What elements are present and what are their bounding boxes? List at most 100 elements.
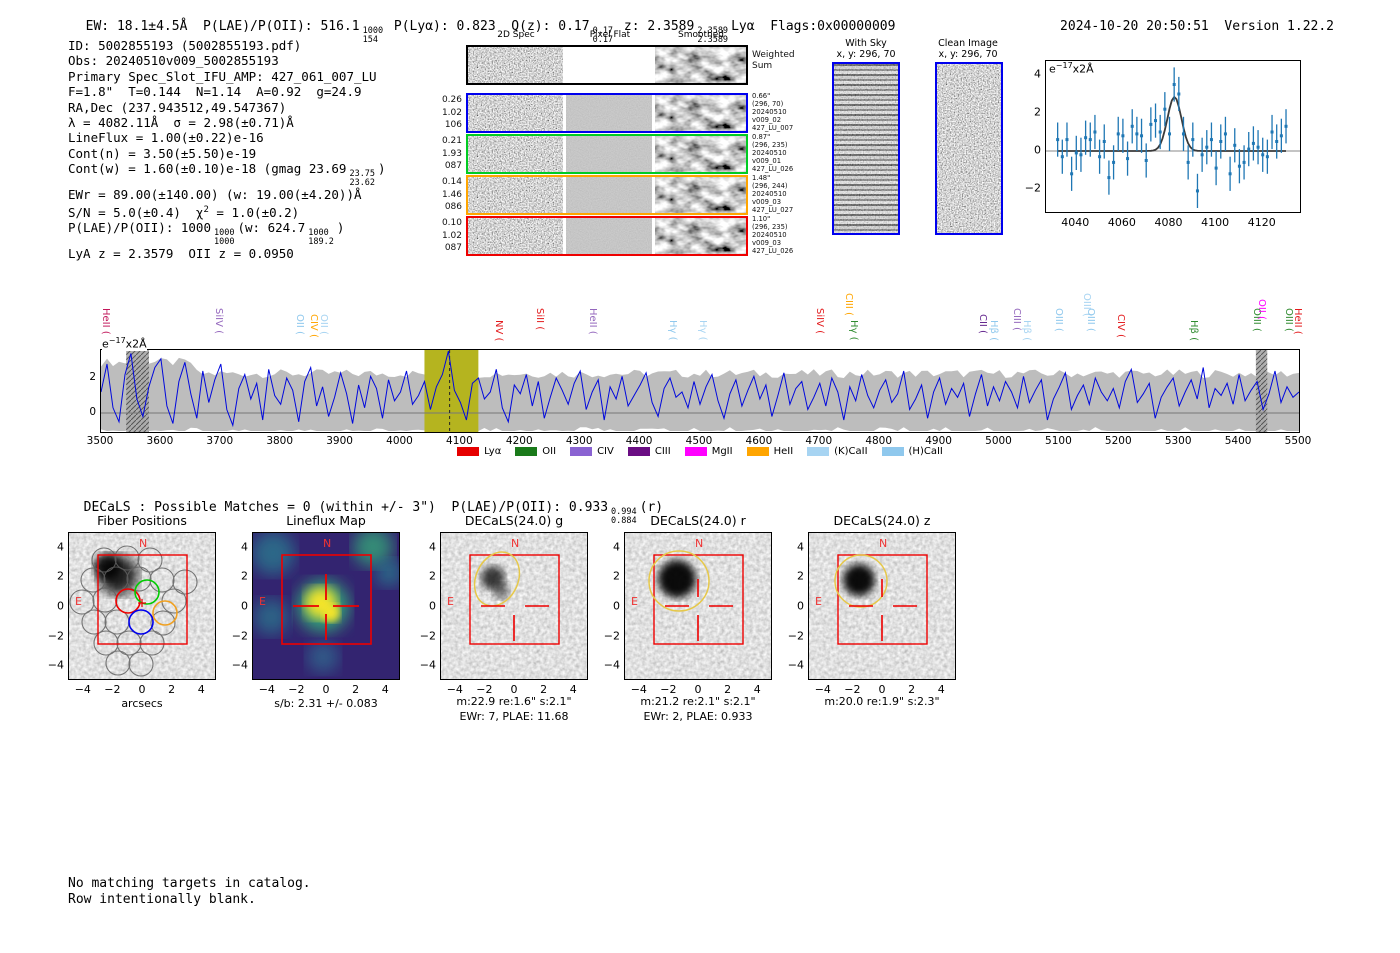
legend-item-kcaii: (K)CaII [807,446,868,457]
legend-label: HeII [773,446,794,457]
legend-item-lyα: Lyα [457,446,501,457]
spectral-line-label-oii: OII ( [294,314,306,335]
g-caption-1: m:22.9 re:1.6" s:2.1" [456,695,572,708]
col-title-pixelflat: Pixel Flat [589,30,631,40]
footer-line-2: Row intentionally blank. [68,891,256,907]
lineflux-caption: s/b: 2.31 +/- 0.083 [274,697,378,710]
fiber-2d-row [466,134,748,174]
cutout-x-tick: 0 [510,683,518,696]
weighted-sum-row [466,45,748,85]
decals-z-image: N E [808,532,956,680]
qz-frac: 0.17 0.17 [592,26,614,45]
fiber-positions-image: N E [68,532,216,680]
col-title-smoothed: Smoothed [678,30,724,40]
cutout-y-tick: 0 [797,599,804,613]
spectral-line-label-hγ: Hγ ( [847,319,859,341]
spectral-line-label-siii: SiII ( [534,308,546,331]
clean-image-panel [935,62,1003,235]
fit-y-tick: −2 [1024,181,1041,195]
decals-r-image: N E [624,532,772,680]
cutout-y-tick: −2 [603,629,620,643]
cutout-x-tick: 0 [138,683,146,696]
report-header: EW: 18.1±4.5Å P(LAE)/P(OII): 516.1 1000 15… [70,4,896,45]
spectrum-x-tick: 5100 [1045,435,1072,447]
spectrum-x-tick: 4200 [505,435,533,447]
cutout-x-tick: 0 [322,683,330,696]
legend-swatch [807,447,830,456]
spectrum-x-tick: 3500 [86,435,114,447]
spectrum-unit-label: e−17x2Å [102,336,147,351]
legend-swatch [515,447,538,456]
cutout-title-r: DECaLS(24.0) r [650,513,746,528]
info-redshifts: LyA z = 2.3579 OII z = 0.0950 [68,246,294,262]
cutout-x-tick: 2 [352,683,360,696]
cutout-x-tick: 4 [197,683,205,696]
cutout-y-tick: 2 [57,569,64,583]
cutout-y-tick: 4 [241,540,248,554]
spectrum-x-tick: 3900 [326,435,353,447]
cutout-x-tick: 0 [694,683,702,696]
spectral-line-label-hβ: Hβ ( [1021,319,1033,341]
spectral-line-label-civ: CIV ( [1115,314,1127,338]
fiber-id-labels: 1.48" (296, 244) 20240510 v009_03 427_LU_027 [752,174,794,215]
cutout-title-fiber: Fiber Positions [97,513,187,528]
clean-image-title: Clean Image x, y: 296, 70 [938,38,998,60]
spectrum-x-tick: 5500 [1284,435,1312,447]
spectrum-x-tick: 4400 [625,435,653,447]
spectral-line-label-siiv: SiIV ( [814,308,826,335]
cutout-x-tick: 4 [569,683,577,696]
cutout-x-tick: −4 [258,683,275,696]
legend-swatch [684,447,707,456]
cutout-y-tick: −4 [787,658,804,672]
north-label: N [879,537,888,550]
legend-label: OII [542,446,557,457]
cutout-x-tick: 0 [878,683,886,696]
report-datetime: 2024-10-20 20:50:51 [1060,19,1209,34]
spectrum-x-tick: 4100 [446,435,473,447]
cutout-x-tick: 4 [753,683,761,696]
legend-item-ciii: CIII [627,446,671,457]
cutout-x-tick: −4 [630,683,647,696]
legend-swatch [570,447,593,456]
cutout-x-tick: −2 [844,683,861,696]
spectrum-x-tick: 5300 [1164,435,1192,447]
fiber-weight-labels: 0.21 1.93 087 [441,136,462,171]
spectrum-x-tick: 3800 [266,435,294,447]
fit-x-tick: 4080 [1154,216,1183,229]
with-sky-title: With Sky x, y: 296, 70 [836,38,896,60]
east-label: E [447,595,454,608]
north-label: N [139,537,148,550]
fit-unit-label: e−17x2Å [1049,61,1094,76]
lineflux-map-image: N E [252,532,400,680]
spectrum-y-tick: 0 [89,406,96,418]
cutout-x-tick: −2 [660,683,677,696]
spectrum-x-tick: 4000 [386,435,413,447]
with-sky-panel [832,62,900,235]
fiber-weight-labels: 0.10 1.02 087 [441,218,462,253]
cutout-x-tick: 4 [937,683,945,696]
header-ew-plae: EW: 18.1±4.5Å P(LAE)/P(OII): 516.1 [85,19,360,34]
cutout-y-tick: −4 [419,658,436,672]
cutout-x-tick: −2 [104,683,121,696]
spectrum-x-tick: 3600 [146,435,174,447]
fit-x-tick: 4120 [1247,216,1276,229]
fiber-id-labels: 1.10" (296, 235) 20240510 v009_03 427_LU_026 [752,215,794,256]
spectral-line-label-heii: HeII ( [99,308,111,336]
cutout-y-tick: 2 [797,569,804,583]
cutout-title-z: DECaLS(24.0) z [833,513,931,528]
spectrum-x-tick: 4700 [805,435,833,447]
spectral-line-label-hβ: Hβ ( [987,319,999,341]
spectral-line-label-oiii: OIII ( [1084,308,1096,333]
fit-x-tick: 4040 [1061,216,1090,229]
cutout-y-tick: 4 [797,540,804,554]
decals-g-image: N E [440,532,588,680]
cutout-y-tick: 0 [613,599,620,613]
spectral-line-label-cii: CII ( [977,314,989,334]
info-seeing: F=1.8" T=0.144 N=1.14 A=0.92 g=24.9 [68,84,362,100]
fit-x-tick: 4060 [1107,216,1136,229]
spectrum-x-tick: 3700 [206,435,234,447]
spectral-line-label-oii: OII ( [1255,299,1267,320]
north-label: N [323,537,332,550]
cutout-x-tick: −2 [288,683,305,696]
cutout-y-tick: 0 [241,599,248,613]
